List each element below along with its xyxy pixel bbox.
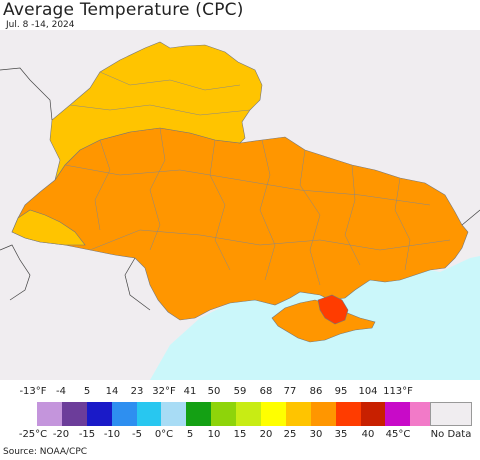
legend-f-label: 23	[130, 386, 144, 397]
legend-swatch	[211, 402, 237, 426]
legend-swatch	[37, 402, 62, 426]
legend-f-label: 68	[259, 386, 273, 397]
region-crimea	[271, 299, 376, 343]
legend-swatch	[236, 402, 262, 426]
page-title: Average Temperature (CPC)	[3, 0, 244, 20]
country-borders	[0, 67, 480, 311]
legend-f-label: 77	[283, 386, 297, 397]
legend-f-label: -13°F	[19, 386, 47, 397]
legend-c-label: 0°C	[154, 429, 174, 440]
legend-f-label: 113°F	[383, 386, 413, 397]
legend-swatch	[335, 402, 361, 426]
legend-c-label: 25	[283, 429, 297, 440]
legend-swatch	[161, 402, 187, 426]
legend-f-label: 5	[83, 386, 91, 397]
admin-boundaries	[64, 71, 451, 286]
legend-c-label: -25°C	[18, 429, 48, 440]
legend-swatch	[111, 402, 137, 426]
legend-swatch	[385, 402, 411, 426]
legend-f-label: -4	[56, 386, 66, 397]
legend-f-label: 59	[233, 386, 247, 397]
legend-c-label: 20	[259, 429, 273, 440]
legend-fahrenheit-labels: -13°F -4 5 14 23 32°F 41 50 59 68 77 86 …	[0, 386, 480, 400]
legend-color-bar	[37, 402, 436, 426]
region-crimea-hotspot	[317, 294, 349, 325]
legend-f-label: 14	[105, 386, 119, 397]
legend-c-label: 45°C	[385, 429, 411, 440]
legend-swatch	[86, 402, 112, 426]
legend-c-label: 35	[334, 429, 348, 440]
legend-f-label: 104	[358, 386, 378, 397]
legend-c-label: 5	[186, 429, 194, 440]
date-range: Jul. 8 -14, 2024	[6, 20, 75, 30]
region-north	[49, 41, 263, 181]
legend-f-label: 95	[334, 386, 348, 397]
legend-c-label: -5	[132, 429, 142, 440]
legend-f-label: 50	[207, 386, 221, 397]
legend-c-label: -20	[52, 429, 70, 440]
legend-c-label: 15	[233, 429, 247, 440]
legend-c-label: 10	[207, 429, 221, 440]
legend-c-label: 40	[361, 429, 375, 440]
legend-f-label: 32°F	[152, 386, 176, 397]
legend-swatch	[136, 402, 162, 426]
legend-swatch	[186, 402, 212, 426]
legend-celsius-labels: -25°C -20 -15 -10 -5 0°C 5 10 15 20 25 3…	[0, 429, 480, 443]
legend-c-label: -15	[78, 429, 96, 440]
region-southwest	[11, 209, 86, 246]
legend-c-label: -10	[103, 429, 121, 440]
source-credit: Source: NOAA/CPC	[3, 447, 88, 457]
legend-swatch	[261, 402, 286, 426]
legend-swatch	[285, 402, 311, 426]
legend-swatch	[360, 402, 386, 426]
legend-f-label: 41	[183, 386, 197, 397]
no-data-swatch	[430, 402, 472, 426]
no-data-label: No Data	[430, 429, 472, 440]
legend-swatch	[61, 402, 87, 426]
legend-swatch	[310, 402, 336, 426]
legend-c-label: 30	[309, 429, 323, 440]
legend-f-label: 86	[309, 386, 323, 397]
temperature-map	[0, 30, 480, 380]
